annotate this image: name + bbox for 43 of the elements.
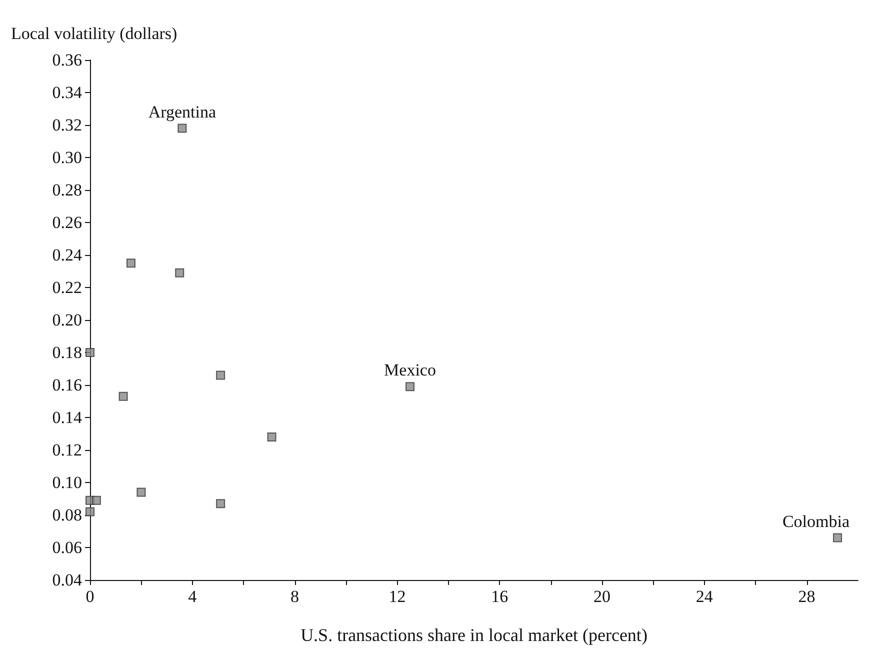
x-tick-label: 20: [594, 587, 610, 606]
y-tick-label: 0.18: [52, 343, 82, 362]
x-tick-label: 4: [188, 587, 198, 606]
point: [833, 533, 842, 542]
x-tick-label: 12: [388, 587, 406, 606]
point: [216, 499, 226, 508]
x-axis-title: U.S. transactions share in local market (percent): [300, 625, 648, 645]
x-tick-label: 24: [696, 587, 714, 606]
x-tick-label: 0: [86, 587, 94, 606]
y-tick-label: 0.16: [52, 376, 82, 394]
y-tick-label: 0.28: [52, 180, 82, 200]
y-tick-label: 0.08: [52, 506, 82, 524]
point: [86, 348, 94, 357]
point: [175, 268, 184, 278]
point: [178, 124, 187, 133]
y-tick-label: 0.06: [52, 538, 82, 557]
annotation: Mexico: [384, 360, 436, 380]
y-tick-label: 0.34: [52, 83, 82, 102]
annotation: Argentina: [148, 102, 216, 122]
y-tick-label: 0.26: [52, 213, 82, 232]
point: [118, 392, 128, 401]
y-axis-title: Local volatility (dollars): [11, 24, 178, 43]
y-tick-label: 0.12: [52, 440, 82, 460]
point: [216, 370, 226, 380]
y-tick-label: 0.32: [52, 116, 82, 134]
point: [126, 258, 136, 268]
x-tick-label: 8: [290, 587, 300, 606]
point: [92, 496, 101, 505]
y-tick-label: 0.24: [52, 246, 82, 264]
x-tick-label: 16: [491, 587, 508, 606]
point: [267, 432, 276, 442]
point: [406, 382, 414, 392]
y-tick-label: 0.30: [52, 148, 82, 167]
x-tick-label: 28: [798, 587, 816, 606]
y-tick-label: 0.04: [52, 570, 82, 590]
point: [86, 507, 94, 516]
point: [136, 488, 146, 497]
y-tick-label: 0.36: [52, 50, 82, 70]
y-tick-label: 0.10: [52, 473, 82, 492]
y-tick-label: 0.20: [52, 310, 82, 330]
annotation: Colombia: [782, 512, 850, 531]
y-tick-label: 0.14: [52, 408, 82, 427]
y-tick-label: 0.22: [52, 278, 82, 297]
